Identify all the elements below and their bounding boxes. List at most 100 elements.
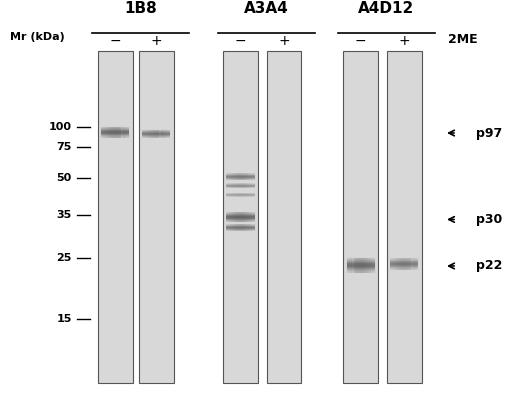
Bar bbox=[245, 183, 247, 188]
Bar bbox=[227, 221, 255, 222]
Bar bbox=[348, 258, 350, 273]
Text: 75: 75 bbox=[56, 142, 72, 152]
Bar bbox=[390, 266, 418, 267]
Bar bbox=[227, 214, 255, 215]
Bar bbox=[410, 258, 411, 270]
Bar bbox=[235, 212, 237, 222]
Bar bbox=[359, 258, 360, 273]
Text: p97: p97 bbox=[476, 126, 502, 140]
Text: 15: 15 bbox=[56, 314, 72, 324]
Bar bbox=[242, 193, 244, 197]
Bar bbox=[251, 193, 253, 197]
Bar bbox=[235, 173, 237, 180]
Bar bbox=[101, 126, 129, 127]
Bar bbox=[231, 224, 233, 231]
Bar bbox=[142, 130, 144, 138]
Bar bbox=[390, 267, 418, 268]
Bar bbox=[373, 258, 375, 273]
Bar bbox=[254, 183, 256, 188]
Bar bbox=[347, 264, 375, 265]
Bar bbox=[101, 131, 129, 132]
Bar bbox=[227, 183, 229, 188]
Bar bbox=[107, 127, 109, 138]
Bar bbox=[233, 173, 235, 180]
Bar bbox=[233, 212, 235, 222]
Bar bbox=[252, 183, 254, 188]
Bar bbox=[390, 265, 418, 266]
Bar bbox=[150, 130, 152, 138]
Bar bbox=[347, 263, 375, 264]
Bar bbox=[101, 134, 129, 135]
Bar bbox=[417, 258, 418, 270]
Text: A4D12: A4D12 bbox=[358, 1, 414, 16]
Bar bbox=[227, 193, 229, 197]
Bar bbox=[390, 264, 418, 265]
Bar bbox=[121, 127, 123, 138]
Bar bbox=[390, 262, 418, 263]
Bar bbox=[141, 130, 143, 138]
Bar bbox=[347, 260, 375, 261]
Bar bbox=[254, 173, 256, 180]
Bar bbox=[125, 127, 127, 138]
Bar bbox=[230, 193, 232, 197]
Bar bbox=[252, 193, 254, 197]
Bar bbox=[161, 130, 162, 138]
Bar bbox=[231, 212, 233, 222]
Bar bbox=[403, 258, 405, 270]
Bar bbox=[393, 258, 395, 270]
Bar bbox=[226, 183, 228, 188]
Bar bbox=[254, 212, 256, 222]
Bar bbox=[245, 193, 247, 197]
Bar bbox=[118, 127, 121, 138]
Bar bbox=[390, 260, 418, 261]
Bar bbox=[168, 130, 169, 138]
Bar bbox=[227, 216, 255, 217]
Bar bbox=[240, 173, 242, 180]
Bar bbox=[229, 183, 230, 188]
Bar bbox=[347, 266, 375, 267]
Bar bbox=[251, 224, 253, 231]
Bar bbox=[366, 258, 368, 273]
Bar bbox=[147, 130, 149, 138]
Bar bbox=[412, 258, 414, 270]
Bar bbox=[347, 261, 375, 262]
Bar bbox=[229, 173, 230, 180]
Bar bbox=[228, 212, 229, 222]
Bar bbox=[347, 269, 375, 270]
Bar bbox=[239, 224, 241, 231]
Bar bbox=[153, 130, 155, 138]
Bar bbox=[347, 259, 375, 260]
Bar bbox=[349, 258, 351, 273]
Bar bbox=[372, 258, 374, 273]
Bar bbox=[164, 130, 167, 138]
Bar bbox=[142, 132, 170, 133]
Bar bbox=[347, 270, 375, 271]
Bar bbox=[249, 212, 251, 222]
Bar bbox=[142, 136, 170, 137]
Bar bbox=[368, 258, 370, 273]
Bar bbox=[365, 258, 367, 273]
Bar bbox=[242, 183, 244, 188]
Bar bbox=[108, 127, 110, 138]
Bar bbox=[396, 258, 398, 270]
Bar bbox=[407, 258, 409, 270]
Bar bbox=[390, 268, 418, 269]
Bar bbox=[390, 263, 418, 264]
Bar bbox=[101, 127, 129, 128]
Bar bbox=[115, 127, 116, 138]
Bar bbox=[244, 212, 246, 222]
Bar bbox=[237, 173, 239, 180]
Bar bbox=[390, 263, 418, 264]
Bar bbox=[239, 193, 241, 197]
Bar bbox=[237, 212, 239, 222]
Bar bbox=[347, 263, 375, 264]
Bar bbox=[250, 224, 252, 231]
Bar bbox=[113, 127, 115, 138]
Bar bbox=[374, 258, 376, 273]
Text: +: + bbox=[278, 34, 290, 48]
Bar bbox=[250, 183, 252, 188]
Bar bbox=[238, 173, 240, 180]
Bar bbox=[169, 130, 171, 138]
Bar bbox=[238, 224, 240, 231]
Bar bbox=[390, 261, 418, 262]
